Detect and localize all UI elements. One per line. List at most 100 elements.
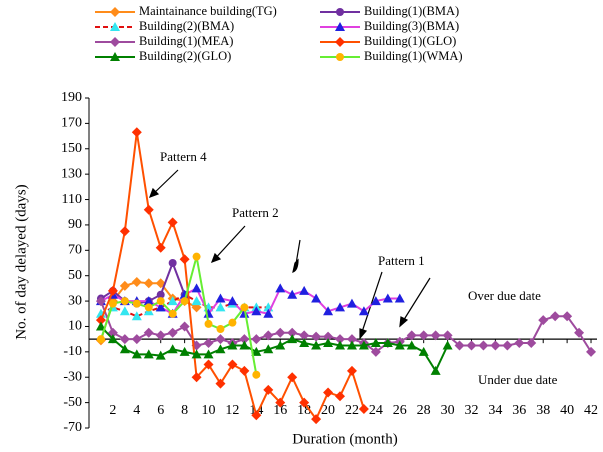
legend-label: Building(1)(BMA) <box>364 4 459 18</box>
marker <box>406 330 417 341</box>
marker <box>203 337 214 348</box>
annotation: Under due date <box>478 372 558 387</box>
legend-marker <box>110 37 120 47</box>
marker <box>168 259 177 267</box>
marker <box>478 340 489 351</box>
marker <box>240 303 249 312</box>
marker <box>191 372 202 383</box>
legend-label: Maintainance building(TG) <box>139 4 277 18</box>
x-tick-label: 12 <box>225 403 239 418</box>
y-tick-label: 110 <box>62 192 82 207</box>
marker <box>215 344 226 354</box>
legend-marker <box>335 37 345 47</box>
y-tick-label: -50 <box>63 395 82 410</box>
marker <box>131 127 142 138</box>
x-tick-label: 28 <box>417 403 431 418</box>
x-tick-label: 10 <box>202 403 216 418</box>
marker <box>418 346 429 356</box>
annotation: Pattern 2 <box>232 205 279 220</box>
x-tick-label: 4 <box>133 403 140 418</box>
marker <box>526 337 537 348</box>
legend-item: Building(1)(WMA) <box>320 49 463 63</box>
x-tick-label: 16 <box>273 403 287 418</box>
marker <box>430 365 441 375</box>
marker <box>192 252 201 261</box>
marker <box>275 283 286 293</box>
marker <box>215 334 226 345</box>
marker <box>358 340 369 350</box>
marker <box>215 293 226 303</box>
marker <box>107 285 118 296</box>
marker <box>370 337 381 347</box>
marker <box>299 337 310 347</box>
y-tick-label: -70 <box>63 420 82 435</box>
legend-marker <box>336 8 344 16</box>
marker <box>167 327 178 338</box>
y-tick-label: 170 <box>61 116 82 131</box>
marker <box>143 204 154 215</box>
marker <box>191 296 202 306</box>
marker <box>167 217 178 228</box>
legend-label: Building(1)(GLO) <box>364 34 456 48</box>
marker <box>287 327 298 338</box>
marker <box>132 299 141 308</box>
marker <box>179 321 190 332</box>
x-tick-label: 30 <box>441 403 455 418</box>
marker <box>227 359 238 370</box>
marker <box>442 330 453 341</box>
y-tick-label: 50 <box>68 268 82 283</box>
marker <box>119 280 130 291</box>
marker <box>179 289 190 299</box>
y-tick-label: 130 <box>61 166 82 181</box>
marker <box>323 331 334 342</box>
marker <box>239 308 250 318</box>
marker <box>358 403 369 414</box>
marker <box>370 296 381 306</box>
y-tick-label: 90 <box>68 217 82 232</box>
marker <box>168 309 177 318</box>
marker <box>299 397 310 408</box>
marker <box>143 327 154 338</box>
marker <box>143 296 154 306</box>
marker <box>108 299 117 308</box>
marker <box>346 298 357 308</box>
marker <box>143 349 154 359</box>
marker <box>239 340 250 350</box>
marker <box>131 349 142 359</box>
marker <box>311 340 322 350</box>
y-tick-label: 190 <box>61 90 82 105</box>
x-tick-label: 36 <box>512 403 526 418</box>
marker <box>574 327 585 338</box>
legend-marker <box>110 7 120 17</box>
marker <box>155 330 166 341</box>
marker <box>251 410 262 421</box>
marker <box>252 370 261 379</box>
legend-marker <box>336 53 344 61</box>
marker <box>538 315 549 326</box>
marker <box>131 334 142 345</box>
marker <box>335 340 346 350</box>
legend-label: Building(2)(BMA) <box>139 19 234 33</box>
marker <box>215 302 226 312</box>
marker <box>275 397 286 408</box>
marker <box>191 283 202 293</box>
series-line <box>100 132 365 422</box>
marker <box>394 293 405 303</box>
x-tick-label: 24 <box>369 403 383 418</box>
marker <box>156 297 165 306</box>
marker <box>203 349 214 359</box>
legend-item: Building(1)(GLO) <box>320 34 456 48</box>
x-tick-label: 26 <box>393 403 407 418</box>
x-tick-label: 40 <box>560 403 574 418</box>
x-axis-label: Duration (month) <box>292 431 397 447</box>
marker <box>275 327 286 338</box>
marker <box>287 289 298 299</box>
marker <box>143 278 154 289</box>
x-tick-label: 2 <box>109 403 116 418</box>
marker <box>191 349 202 359</box>
marker <box>346 340 357 350</box>
legend-label: Building(1)(WMA) <box>364 49 463 63</box>
marker <box>370 346 381 357</box>
marker <box>179 346 190 356</box>
marker <box>346 365 357 376</box>
